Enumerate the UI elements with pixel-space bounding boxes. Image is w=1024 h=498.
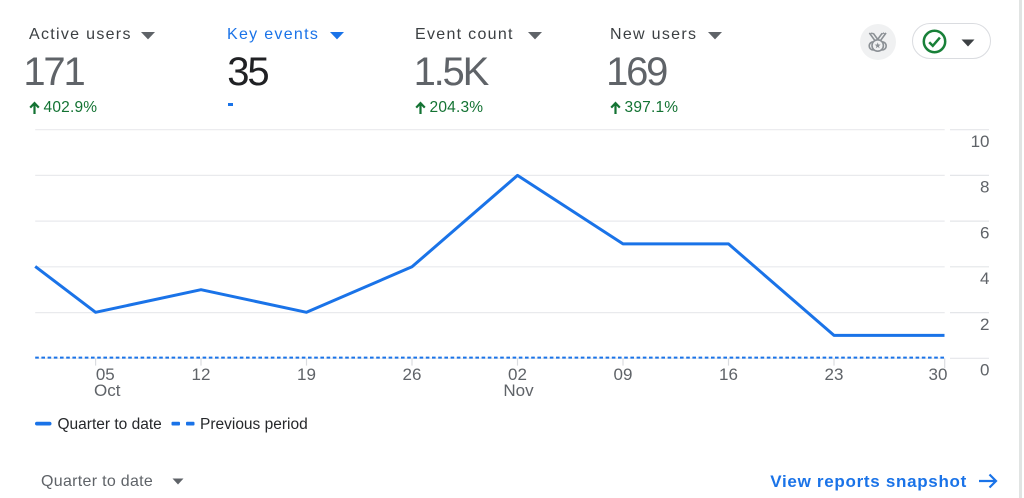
svg-text:16: 16 [719,365,738,384]
svg-text:4: 4 [980,269,989,288]
svg-text:Previous period: Previous period [200,416,308,433]
svg-text:Oct: Oct [94,381,121,400]
svg-text:05: 05 [96,365,115,384]
svg-text:30: 30 [929,365,948,384]
svg-text:8: 8 [980,178,989,197]
svg-text:6: 6 [980,223,989,242]
svg-text:02: 02 [508,365,527,384]
svg-text:2: 2 [980,315,989,334]
svg-text:26: 26 [403,365,422,384]
svg-text:23: 23 [825,365,844,384]
svg-text:Quarter to date: Quarter to date [58,416,162,433]
svg-text:10: 10 [971,132,990,151]
svg-text:19: 19 [297,365,316,384]
svg-text:0: 0 [980,361,989,380]
svg-text:09: 09 [614,365,633,384]
svg-text:Nov: Nov [503,381,534,400]
svg-text:12: 12 [192,365,211,384]
